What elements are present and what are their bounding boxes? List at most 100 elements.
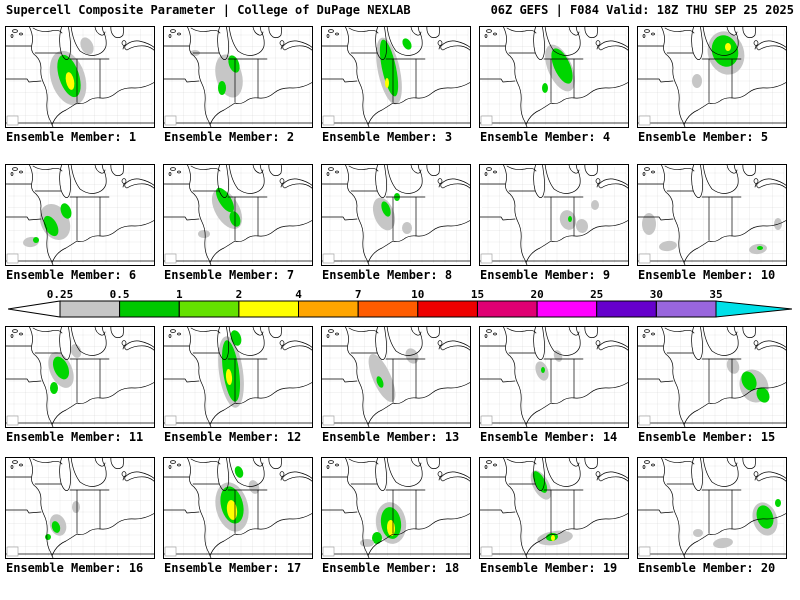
colorbar-tick-label: 7 (355, 288, 362, 301)
ensemble-row-1: Ensemble Member: 1 Ensemble Member: 2 Ense… (0, 26, 800, 144)
ensemble-map (479, 164, 629, 266)
ensemble-map (163, 164, 313, 266)
logo-box (6, 115, 19, 126)
ensemble-map (5, 164, 155, 266)
ensemble-member-label: Ensemble Member: 18 (322, 561, 460, 575)
colorbar-tick-label: 25 (590, 288, 603, 301)
ensemble-member-label: Ensemble Member: 17 (164, 561, 302, 575)
ensemble-map (637, 457, 787, 559)
ensemble-member-label: Ensemble Member: 14 (480, 430, 618, 444)
logo-box (480, 546, 493, 557)
ensemble-map (479, 457, 629, 559)
ensemble-member-label: Ensemble Member: 20 (638, 561, 776, 575)
ensemble-member-label: Ensemble Member: 9 (480, 268, 611, 282)
colorbar-tick-label: 2 (236, 288, 243, 301)
header-bar: Supercell Composite Parameter | College … (0, 0, 800, 17)
ensemble-panel: Ensemble Member: 19 (479, 457, 629, 575)
logo-box (638, 546, 651, 557)
ensemble-member-label: Ensemble Member: 13 (322, 430, 460, 444)
ensemble-row-4: Ensemble Member: 16 Ensemble Member: 17 En… (0, 457, 800, 575)
colorbar-segment (596, 300, 657, 318)
ensemble-map (479, 326, 629, 428)
ensemble-map (5, 26, 155, 128)
ensemble-member-label: Ensemble Member: 5 (638, 130, 769, 144)
ensemble-map (637, 164, 787, 266)
under-range-arrow (7, 300, 61, 318)
ensemble-panel: Ensemble Member: 9 (479, 164, 629, 282)
logo-box (6, 253, 19, 264)
ensemble-row-2: Ensemble Member: 6 Ensemble Member: 7 Ense… (0, 164, 800, 282)
ensemble-member-label: Ensemble Member: 7 (164, 268, 295, 282)
colorbar-tick-label: 10 (411, 288, 424, 301)
colorbar-segment (536, 300, 598, 318)
ensemble-map (637, 326, 787, 428)
ensemble-map (321, 457, 471, 559)
ensemble-map (321, 164, 471, 266)
logo-box (480, 115, 493, 126)
product-title: Supercell Composite Parameter | College … (6, 3, 411, 17)
colorbar: 0.25 0.5 1 2 4 7 10 15 20 25 30 35 (7, 288, 793, 320)
ensemble-panel: Ensemble Member: 14 (479, 326, 629, 444)
colorbar-tick-label: 0.25 (47, 288, 74, 301)
ensemble-map (321, 326, 471, 428)
ensemble-member-label: Ensemble Member: 15 (638, 430, 776, 444)
ensemble-panel: Ensemble Member: 20 (637, 457, 787, 575)
ensemble-map (5, 326, 155, 428)
ensemble-member-label: Ensemble Member: 11 (6, 430, 144, 444)
ensemble-member-label: Ensemble Member: 19 (480, 561, 618, 575)
logo-box (164, 253, 177, 264)
ensemble-panel: Ensemble Member: 4 (479, 26, 629, 144)
ensemble-map (163, 326, 313, 428)
over-range-arrow (715, 300, 793, 318)
colorbar-segment (477, 300, 538, 318)
ensemble-member-label: Ensemble Member: 4 (480, 130, 611, 144)
ensemble-panel: Ensemble Member: 7 (163, 164, 313, 282)
ensemble-panel: Ensemble Member: 8 (321, 164, 471, 282)
ensemble-panel: Ensemble Member: 13 (321, 326, 471, 444)
ensemble-panel: Ensemble Member: 18 (321, 457, 471, 575)
ensemble-member-label: Ensemble Member: 16 (6, 561, 144, 575)
logo-box (6, 546, 19, 557)
colorbar-segment (417, 300, 478, 318)
ensemble-row-3: Ensemble Member: 11 Ensemble Member: 12 En… (0, 326, 800, 444)
ensemble-panel: Ensemble Member: 6 (5, 164, 155, 282)
ensemble-map (637, 26, 787, 128)
logo-box (164, 546, 177, 557)
colorbar-segment (357, 300, 419, 318)
run-valid-time: 06Z GEFS | F084 Valid: 18Z THU SEP 25 20… (490, 3, 794, 17)
colorbar-tick-label: 15 (471, 288, 484, 301)
ensemble-panel: Ensemble Member: 15 (637, 326, 787, 444)
logo-box (480, 253, 493, 264)
logo-box (6, 415, 19, 426)
colorbar-tick-label: 0.5 (110, 288, 130, 301)
logo-box (164, 115, 177, 126)
ensemble-panel: Ensemble Member: 5 (637, 26, 787, 144)
ensemble-map (321, 26, 471, 128)
logo-box (480, 415, 493, 426)
ensemble-panel: Ensemble Member: 10 (637, 164, 787, 282)
ensemble-member-label: Ensemble Member: 12 (164, 430, 302, 444)
ensemble-member-label: Ensemble Member: 2 (164, 130, 295, 144)
ensemble-member-label: Ensemble Member: 6 (6, 268, 137, 282)
ensemble-map (479, 26, 629, 128)
colorbar-tick-label: 1 (176, 288, 183, 301)
ensemble-panel: Ensemble Member: 16 (5, 457, 155, 575)
ensemble-panel: Ensemble Member: 11 (5, 326, 155, 444)
colorbar-segment (655, 300, 717, 318)
ensemble-member-label: Ensemble Member: 1 (6, 130, 137, 144)
colorbar-segment (178, 300, 240, 318)
colorbar-segment (59, 300, 121, 318)
ensemble-panel: Ensemble Member: 2 (163, 26, 313, 144)
colorbar-segment (238, 300, 299, 318)
colorbar-scale: 0.25 0.5 1 2 4 7 10 15 20 25 30 35 (7, 288, 793, 318)
ensemble-map (5, 457, 155, 559)
ensemble-member-label: Ensemble Member: 8 (322, 268, 453, 282)
ensemble-map (163, 457, 313, 559)
ensemble-panel: Ensemble Member: 3 (321, 26, 471, 144)
logo-box (638, 253, 651, 264)
logo-box (322, 253, 335, 264)
logo-box (638, 115, 651, 126)
logo-box (322, 115, 335, 126)
colorbar-tick-label: 35 (709, 288, 722, 301)
